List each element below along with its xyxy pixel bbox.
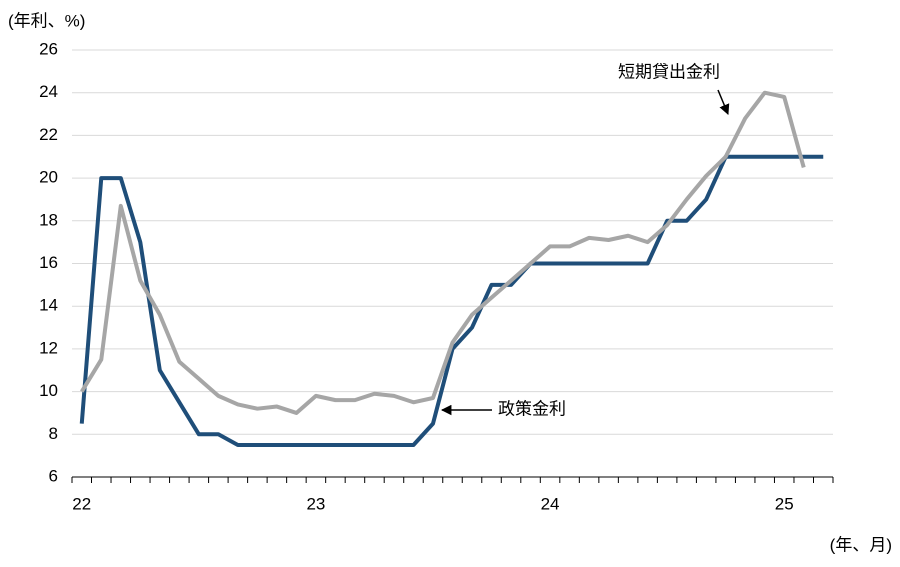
x-tick-label: 22 [72, 494, 91, 513]
y-tick-label: 24 [39, 82, 58, 101]
y-tick-label: 10 [39, 381, 58, 400]
y-tick-label: 16 [39, 253, 58, 272]
y-tick-label: 26 [39, 39, 58, 58]
x-tick-label: 25 [775, 494, 794, 513]
x-tick-label: 23 [306, 494, 325, 513]
x-unit-label: (年、月) [830, 535, 892, 554]
y-tick-label: 18 [39, 210, 58, 229]
annotation: 政策金利 [498, 399, 566, 418]
y-tick-label: 22 [39, 125, 58, 144]
y-tick-label: 8 [49, 424, 58, 443]
annotation: 短期貸出金利 [618, 62, 720, 81]
y-tick-label: 12 [39, 338, 58, 357]
annotation-arrow [717, 89, 730, 115]
plot: 6 8 10 12 14 16 18 20 22 24 26 22 23 24 25 [39, 39, 834, 513]
y-tick-label: 14 [39, 296, 58, 315]
series-line [79, 154, 824, 447]
y-tick-label: 20 [39, 168, 58, 187]
y-unit-label: (年利、%) [8, 11, 85, 30]
y-tick-label: 6 [49, 466, 58, 485]
x-tick-label: 24 [541, 494, 560, 513]
series-line [80, 90, 806, 415]
